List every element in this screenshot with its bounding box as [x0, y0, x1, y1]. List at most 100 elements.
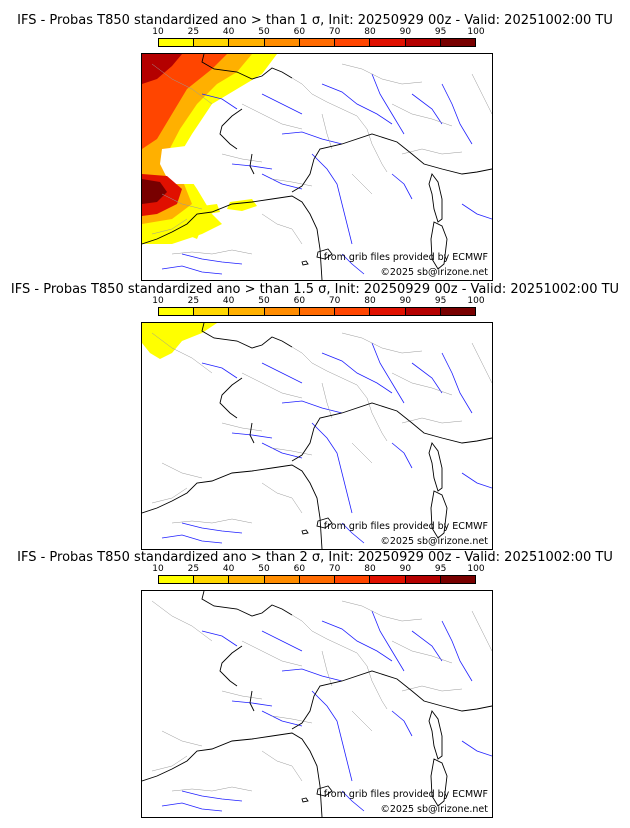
- border: [271, 178, 313, 187]
- border: [471, 610, 492, 652]
- credit-source: from grib files provided by ECMWF: [323, 252, 488, 263]
- border: [151, 755, 188, 772]
- river: [321, 620, 393, 662]
- border: [401, 417, 463, 424]
- colorbar-tick-label: 25: [187, 27, 200, 37]
- river: [341, 522, 365, 544]
- border: [321, 382, 333, 419]
- colorbar-tick-label: 70: [328, 564, 341, 574]
- border: [341, 332, 423, 354]
- panel-title: IFS - Probas T850 standardized ano > tha…: [10, 282, 620, 297]
- coastline: [291, 670, 492, 730]
- river: [461, 203, 492, 220]
- colorbar-segment: [229, 39, 265, 46]
- border: [371, 680, 388, 710]
- colorbar-segment: [194, 39, 230, 46]
- border: [171, 249, 253, 255]
- colorbar-segment: [264, 576, 300, 583]
- border: [161, 193, 203, 210]
- credit-copyright: ©2025 sb@irizone.net: [380, 267, 488, 278]
- colorbar-labels: 10 25 40 50 60 70 80 90 95 100: [152, 564, 484, 574]
- colorbar-tick-label: 70: [328, 296, 341, 306]
- colorbar-tick-label: 10: [152, 564, 164, 574]
- credit-copyright: ©2025 sb@irizone.net: [380, 804, 488, 815]
- border: [151, 332, 213, 374]
- colorbar-segment: [299, 308, 336, 315]
- border: [291, 614, 373, 682]
- colorbar-tick-label: 40: [222, 27, 235, 37]
- colorbar-tick-label: 95: [434, 27, 447, 37]
- river: [461, 472, 492, 489]
- coastline: [291, 133, 492, 193]
- border: [391, 372, 453, 396]
- river: [371, 342, 405, 404]
- colorbar-segment: [335, 308, 371, 315]
- colorbar-segment: [370, 576, 406, 583]
- border: [221, 690, 263, 700]
- river: [391, 710, 413, 737]
- border: [341, 63, 423, 85]
- colorbar-segment: [194, 576, 230, 583]
- border: [221, 422, 263, 432]
- colorbar-tick-label: 50: [258, 27, 270, 37]
- river: [311, 422, 353, 514]
- border: [291, 346, 373, 414]
- probability-map: from grib files provided by ECMWF ©2025 …: [141, 590, 493, 818]
- credit-copyright: ©2025 sb@irizone.net: [380, 536, 488, 547]
- colorbar-labels: 10 25 40 50 60 70 80 90 95 100: [152, 27, 484, 37]
- river: [411, 362, 443, 394]
- border: [161, 462, 203, 479]
- colorbar-segment: [194, 308, 230, 315]
- border: [351, 710, 373, 732]
- river: [161, 265, 223, 275]
- river: [261, 362, 303, 384]
- border: [471, 342, 492, 384]
- river: [201, 93, 238, 110]
- colorbar-segment: [405, 39, 441, 46]
- border: [151, 600, 213, 642]
- probability-shading: [142, 54, 277, 244]
- river: [321, 352, 393, 394]
- river: [441, 352, 473, 414]
- colorbar-tick-label: 40: [222, 296, 235, 306]
- river: [231, 163, 273, 170]
- border: [271, 447, 313, 456]
- coastline: [142, 732, 323, 817]
- coastline: [219, 377, 243, 419]
- river: [311, 690, 353, 782]
- border: [351, 442, 373, 464]
- colorbar-segment: [440, 576, 475, 583]
- border: [241, 103, 303, 130]
- border: [401, 685, 463, 692]
- river: [261, 710, 303, 727]
- map-panel-2: IFS - Probas T850 standardized ano > tha…: [0, 282, 630, 558]
- border: [261, 482, 303, 514]
- border: [321, 650, 333, 687]
- border: [151, 218, 188, 235]
- coastline: [316, 248, 333, 260]
- river: [391, 173, 413, 200]
- colorbar-segment: [440, 308, 475, 315]
- river: [161, 534, 223, 544]
- river: [341, 790, 365, 812]
- map-panel-1: IFS - Probas T850 standardized ano > tha…: [0, 13, 630, 289]
- border: [261, 750, 303, 782]
- probability-shading: [142, 323, 217, 359]
- coastline: [219, 108, 243, 150]
- coastline: [142, 195, 323, 280]
- colorbar-tick-label: 10: [152, 296, 164, 306]
- colorbar-tick-label: 90: [399, 564, 412, 574]
- credit-source: from grib files provided by ECMWF: [323, 789, 488, 800]
- coastline: [142, 464, 323, 549]
- colorbar-segment: [440, 39, 475, 46]
- coastline: [316, 785, 333, 797]
- colorbar-tick-label: 50: [258, 564, 270, 574]
- coastline: [201, 591, 293, 617]
- river: [201, 362, 238, 379]
- panel-title: IFS - Probas T850 standardized ano > tha…: [17, 550, 613, 565]
- river: [231, 432, 273, 439]
- credit-source: from grib files provided by ECMWF: [323, 521, 488, 532]
- colorbar-tick-label: 80: [364, 564, 376, 574]
- border: [391, 103, 453, 127]
- coastline: [430, 221, 448, 270]
